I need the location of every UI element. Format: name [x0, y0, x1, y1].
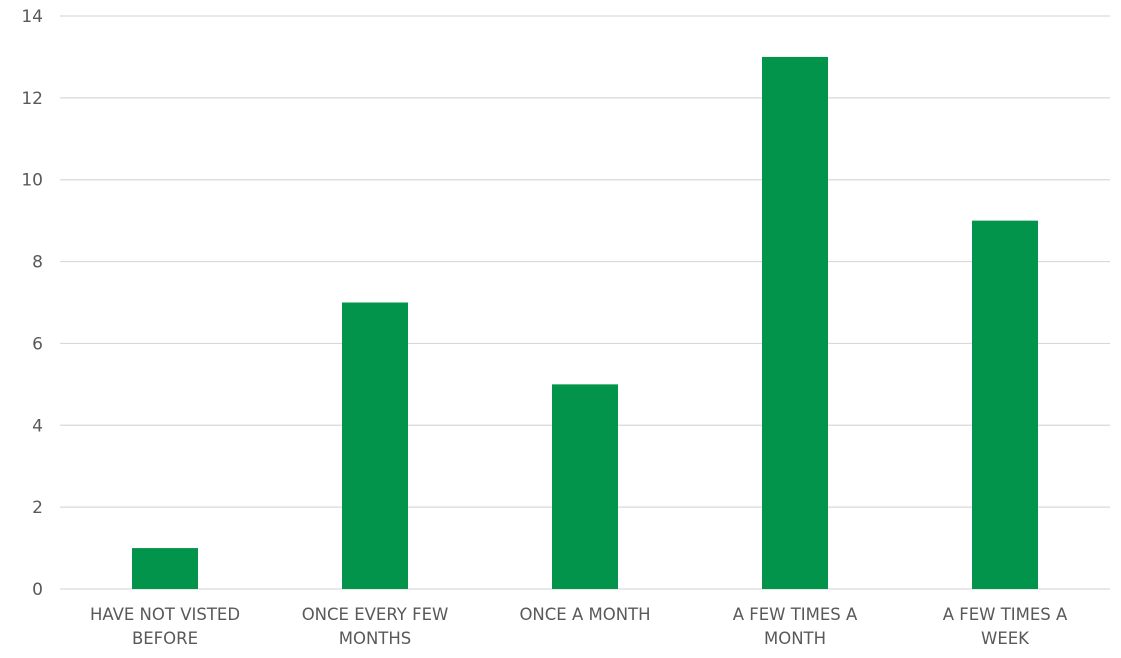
x-tick-label: ONCE A MONTH — [519, 605, 650, 624]
x-tick-label: MONTHS — [339, 629, 412, 648]
y-tick-label: 8 — [32, 253, 43, 273]
x-tick-label: ONCE EVERY FEW — [302, 605, 449, 624]
x-tick-label: A FEW TIMES A — [943, 605, 1068, 624]
bar — [972, 220, 1038, 589]
bar — [342, 302, 408, 589]
y-tick-label: 4 — [32, 416, 43, 436]
x-tick-label: MONTH — [764, 629, 826, 648]
y-tick-label: 10 — [21, 171, 43, 191]
y-axis-ticks: 0 2 4 6 8 10 12 14 — [21, 7, 43, 600]
y-tick-label: 2 — [32, 498, 43, 518]
bar — [132, 548, 198, 589]
x-axis-ticks: HAVE NOT VISTED BEFORE ONCE EVERY FEW MONTH… — [90, 605, 1068, 648]
bar — [552, 384, 618, 589]
x-tick-label: A FEW TIMES A — [733, 605, 858, 624]
y-tick-label: 12 — [21, 89, 43, 109]
y-tick-label: 0 — [32, 580, 43, 600]
y-tick-label: 14 — [21, 7, 43, 27]
x-tick-label: BEFORE — [132, 629, 198, 648]
y-tick-label: 6 — [32, 334, 43, 354]
x-tick-label: HAVE NOT VISTED — [90, 605, 240, 624]
bars — [132, 56, 1038, 589]
bar — [762, 56, 828, 589]
x-tick-label: WEEK — [981, 629, 1030, 648]
